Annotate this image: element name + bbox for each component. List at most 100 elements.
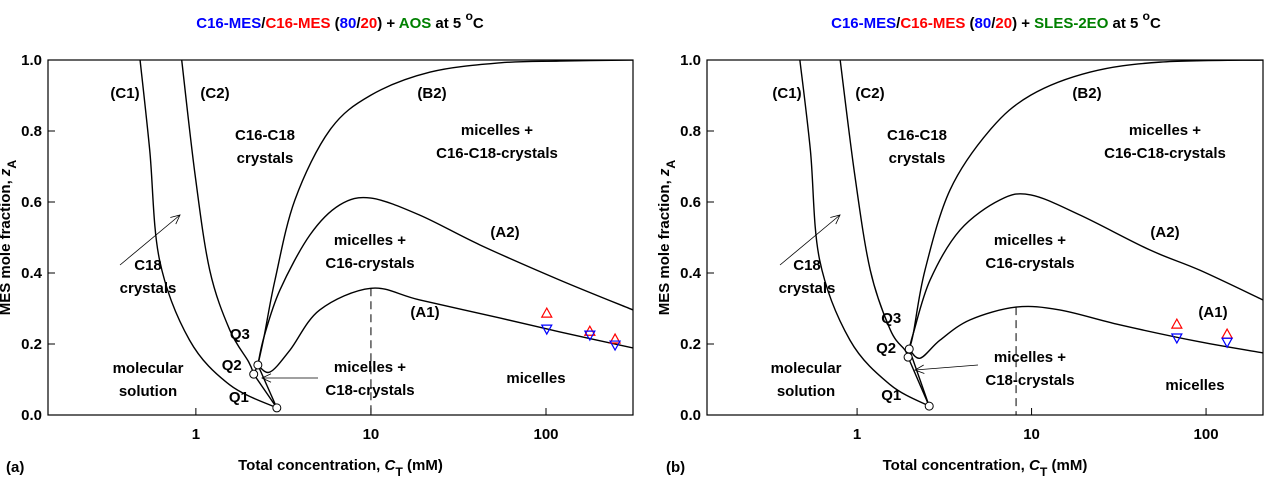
text-part: 80: [340, 15, 357, 32]
region-label: C16-C18: [887, 127, 947, 144]
quadruple-point: [904, 344, 914, 354]
text-part: C: [1150, 15, 1161, 32]
text-part: C: [385, 457, 397, 474]
text-part: MES mole fraction,: [0, 176, 14, 315]
region-label: micelles +: [994, 349, 1066, 366]
region-label: solution: [119, 383, 177, 400]
y-tick-label: 0.6: [21, 194, 42, 211]
region-label: crystals: [237, 150, 294, 167]
x-tick-label: 10: [1023, 426, 1040, 443]
y-tick-label: 0.2: [680, 336, 701, 353]
text-part: (: [330, 15, 339, 32]
region-label: C18-crystals: [325, 382, 414, 399]
region-label: micelles +: [334, 232, 406, 249]
data-point: [540, 324, 553, 336]
text-part: C: [1029, 457, 1041, 474]
chart-title: C16-MES/C16-MES (80/20) + AOS at 5 oC: [196, 9, 484, 32]
text-part: at 5: [431, 15, 465, 32]
region-label: micelles +: [1129, 122, 1201, 139]
region-label: (C1): [772, 85, 801, 102]
phase-boundary: [257, 196, 633, 366]
text-part: Total concentration,: [883, 457, 1029, 474]
text-part: (mM): [1047, 457, 1087, 474]
x-tick-label: 100: [533, 426, 558, 443]
text-part: 20: [995, 15, 1012, 32]
y-tick-label: 0.8: [680, 123, 701, 140]
text-part: (: [965, 15, 974, 32]
x-axis-label: Total concentration, CT (mM): [883, 457, 1088, 479]
phase-boundary: [253, 373, 278, 409]
phase-boundary: [257, 364, 278, 409]
text-part: /: [991, 15, 996, 32]
region-label: micelles +: [461, 122, 533, 139]
region-label: C18: [793, 257, 821, 274]
text-part: o: [1143, 9, 1150, 23]
panel-label: (b): [666, 459, 685, 476]
y-tick-label: 0.2: [21, 336, 42, 353]
text-part: z: [0, 168, 14, 177]
point-label: Q1: [229, 389, 249, 406]
text-part: C16-MES: [196, 15, 261, 32]
y-tick-label: 0.8: [21, 123, 42, 140]
text-part: (mM): [403, 457, 443, 474]
phase-boundary: [139, 60, 278, 409]
text-part: /: [896, 15, 901, 32]
plot-frame: [47, 59, 634, 416]
text-part: A: [664, 160, 678, 169]
arrow: [779, 214, 841, 266]
phase-boundary: [799, 60, 930, 407]
quadruple-point: [903, 352, 913, 362]
arrow-head: [830, 214, 841, 225]
region-label: micelles +: [334, 359, 406, 376]
region-label: (C2): [855, 85, 884, 102]
region-label: (A2): [490, 224, 519, 241]
arrow: [119, 214, 181, 266]
text-part: /: [356, 15, 361, 32]
phase-boundary: [908, 193, 1263, 350]
data-point: [609, 340, 622, 352]
region-label: molecular: [113, 360, 184, 377]
data-point: [1170, 333, 1183, 345]
region-label: micelles: [506, 370, 565, 387]
arrow: [914, 364, 979, 371]
region-label: (A1): [1198, 304, 1227, 321]
quadruple-point: [272, 403, 282, 413]
data-point: [1170, 317, 1183, 329]
text-part: Total concentration,: [238, 457, 384, 474]
y-tick-label: 0.4: [680, 265, 702, 282]
text-part: 80: [975, 15, 992, 32]
phase-boundary: [181, 60, 255, 375]
text-part: C16-MES: [831, 15, 896, 32]
point-label: Q1: [881, 387, 901, 404]
text-part: SLES-2EO: [1034, 15, 1109, 32]
region-label: C16-C18-crystals: [436, 145, 558, 162]
x-tick-label: 100: [1194, 426, 1219, 443]
text-part: ) +: [377, 15, 399, 32]
text-part: 20: [361, 15, 378, 32]
text-part: o: [465, 9, 472, 23]
region-label: (B2): [417, 85, 446, 102]
y-tick-label: 0.4: [21, 265, 43, 282]
x-axis-label: Total concentration, CT (mM): [238, 457, 443, 479]
region-label: C16-C18: [235, 127, 295, 144]
region-label: (C1): [110, 85, 139, 102]
region-label: C16-C18-crystals: [1104, 145, 1226, 162]
y-tick-label: 0.0: [21, 407, 42, 424]
text-part: at 5: [1108, 15, 1142, 32]
phase-boundary: [908, 348, 930, 407]
x-tick-label: 1: [192, 426, 200, 443]
chart-title: C16-MES/C16-MES (80/20) + SLES-2EO at 5 …: [831, 9, 1161, 32]
quadruple-point: [249, 369, 259, 379]
y-tick-label: 1.0: [680, 52, 701, 69]
data-point: [583, 330, 596, 342]
arrow-head: [914, 364, 925, 374]
region-label: solution: [777, 383, 835, 400]
quadruple-point: [253, 360, 263, 370]
text-part: C16-MES: [900, 15, 965, 32]
region-label: micelles: [1165, 377, 1224, 394]
x-tick-label: 1: [853, 426, 861, 443]
data-point: [1221, 337, 1234, 349]
arrow-head: [170, 214, 181, 225]
region-label: crystals: [889, 150, 946, 167]
region-label: C18-crystals: [985, 372, 1074, 389]
